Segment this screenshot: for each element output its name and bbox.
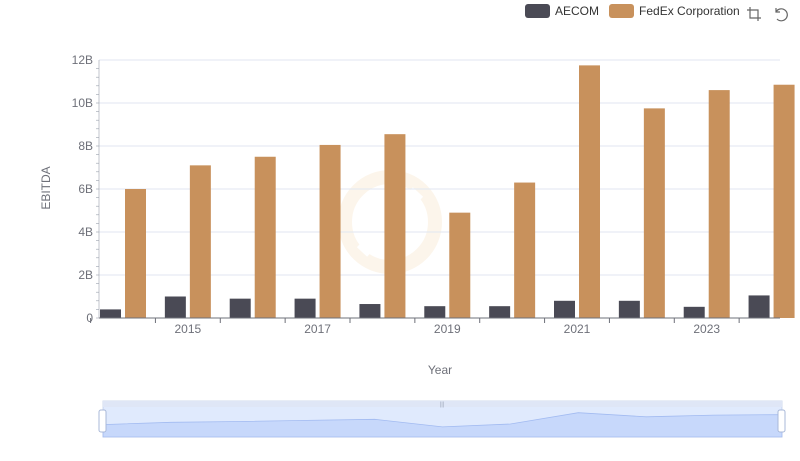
legend-swatch-aecom [525,4,550,18]
bar-aecom-2017[interactable] [294,298,316,318]
x-axis-title: Year [428,363,452,377]
x-axis: 2015 2017 2019 2021 2023 [90,317,780,336]
data-zoom-top-bar[interactable] [103,401,782,407]
bar-aecom-2022[interactable] [618,300,640,318]
bar-fedex-2023[interactable] [708,90,730,318]
y-tick-label: 4B [78,225,93,239]
bar-fedex-2020[interactable] [514,182,536,318]
bar-fedex-2022[interactable] [643,108,665,318]
bar-aecom-2021[interactable] [554,300,575,318]
y-tick-label: 10B [72,96,93,110]
legend-item-fedex[interactable]: FedEx Corporation [609,4,740,18]
y-tick-label: 6B [78,182,93,196]
bar-aecom-2020[interactable] [489,306,511,318]
data-zoom-preview [102,412,783,438]
bar-aecom-2018[interactable] [359,304,381,318]
legend-item-aecom[interactable]: AECOM [525,4,599,18]
legend-label-aecom: AECOM [555,4,600,18]
bar-fedex-2016[interactable] [254,156,276,318]
x-tick-label: 2019 [434,322,461,336]
x-tick-label: 2015 [175,322,202,336]
x-tick-label: 2017 [304,322,331,336]
y-tick-label: 8B [78,139,93,153]
bar-fedex-2017[interactable] [319,144,341,318]
bar-fedex-2019[interactable] [449,212,471,318]
data-zoom-grip-icon[interactable]: ||| [440,402,445,408]
bar-fedex-2014[interactable] [125,189,146,318]
y-axis-title: EBITDA [39,166,53,209]
bar-aecom-2014[interactable] [100,309,121,318]
bar-fedex-2015[interactable] [189,165,211,318]
legend-swatch-fedex [609,4,635,18]
bar-fedex-2018[interactable] [384,134,406,318]
y-tick-label: 12B [72,53,93,67]
y-axis: 0 2B 4B 6B 8B 10B 12B [72,53,100,325]
y-tick-label: 2B [78,268,93,282]
x-tick-label: 2021 [564,322,591,336]
y-tick-label: 0 [86,311,93,325]
bar-aecom-2019[interactable] [424,306,446,318]
bar-aecom-2015[interactable] [164,296,186,319]
bar-fedex-2021[interactable] [579,65,600,318]
zoom-reset-icon[interactable] [773,6,789,22]
data-zoom-slider[interactable]: ||| [98,400,786,438]
legend: AECOM FedEx Corporation [525,4,750,18]
bar-aecom-2023[interactable] [683,306,705,318]
x-tick-label: 2023 [693,322,720,336]
bar-aecom-2016[interactable] [229,298,251,318]
bar-fedex-2024[interactable] [773,84,795,318]
data-zoom-handle-right[interactable] [777,409,786,433]
legend-label-fedex: FedEx Corporation [639,4,740,18]
bar-aecom-2024[interactable] [748,295,770,318]
bars [100,65,795,318]
data-zoom-handle-left[interactable] [98,409,107,433]
zoom-select-icon[interactable] [746,6,762,22]
